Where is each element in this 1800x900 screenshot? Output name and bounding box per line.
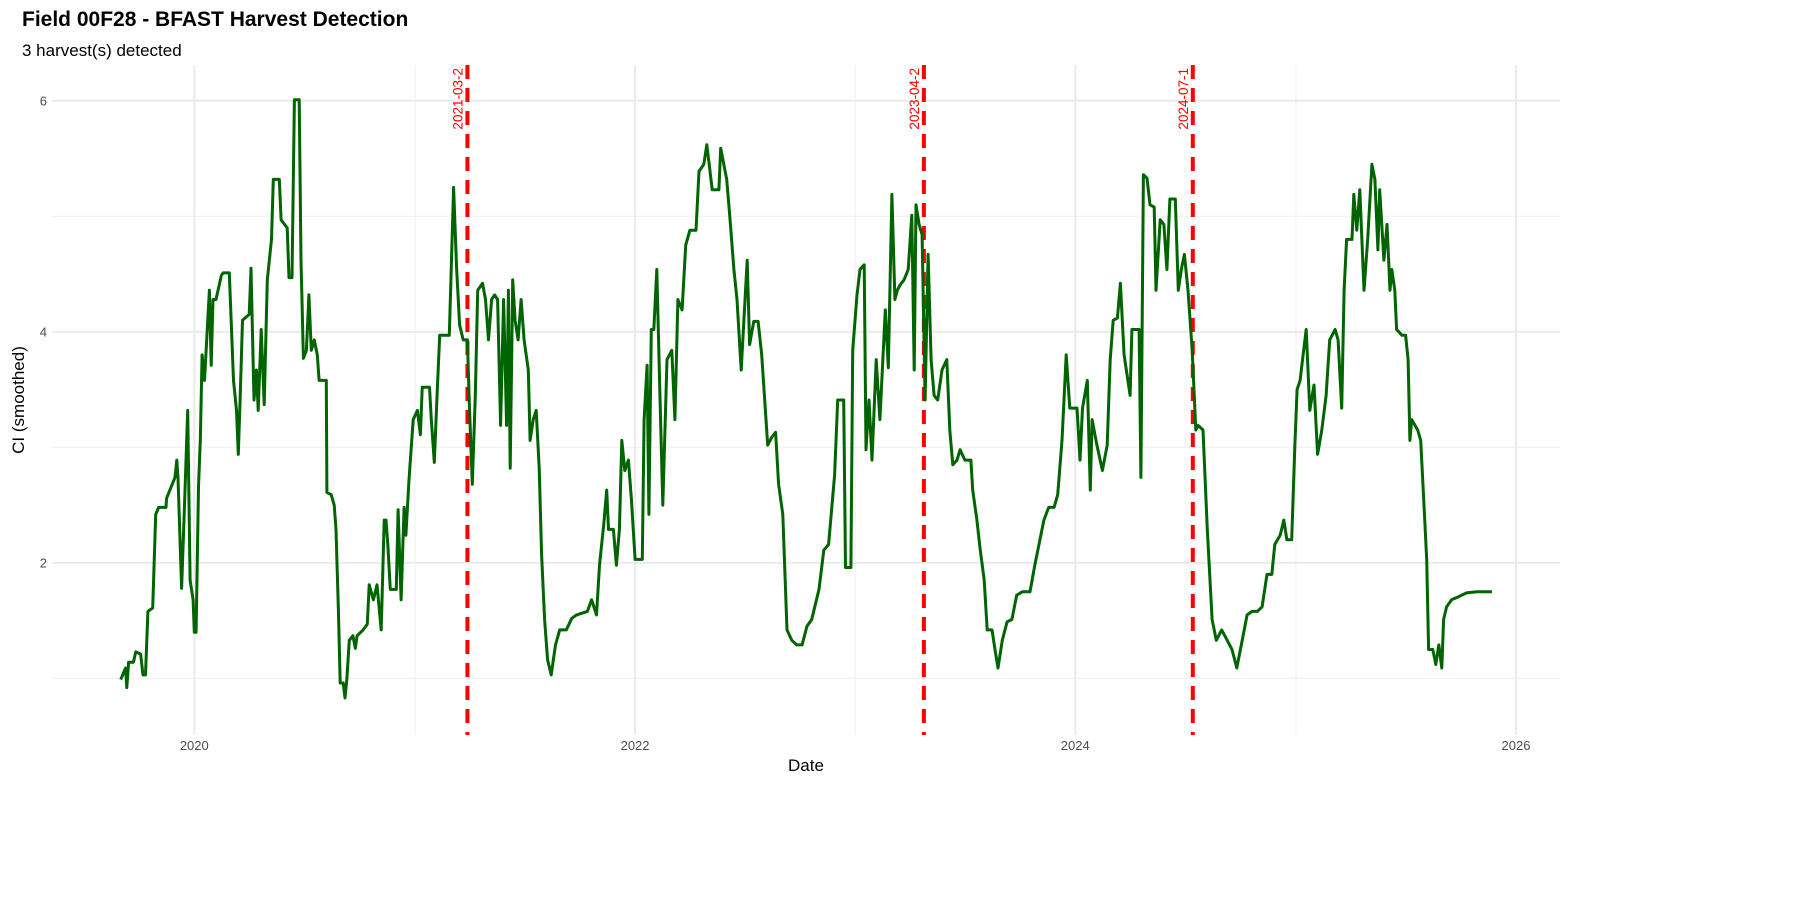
harvest-date-label: 2021-03-2 <box>450 68 465 130</box>
harvest-date-label: 2023-04-2 <box>907 68 922 130</box>
x-axis-title: Date <box>788 756 824 775</box>
x-tick-label: 2022 <box>621 738 650 753</box>
harvest-date-label: 2024-07-1 <box>1176 68 1191 130</box>
grid <box>52 65 1560 735</box>
x-tick-label: 2020 <box>180 738 209 753</box>
y-tick-label: 2 <box>40 555 47 570</box>
x-tick-label: 2026 <box>1502 738 1531 753</box>
y-tick-label: 4 <box>40 324 47 339</box>
y-axis-title: CI (smoothed) <box>9 346 28 454</box>
harvest-lines: 2021-03-2 2023-04-2 2024-07-1 <box>450 65 1195 735</box>
ci-series-line <box>119 98 1492 700</box>
chart-subtitle: 3 harvest(s) detected <box>22 41 182 60</box>
axis-ticks: 2 4 6 2020 2022 2024 2026 <box>40 93 1531 753</box>
x-tick-label: 2024 <box>1061 738 1090 753</box>
y-tick-label: 6 <box>40 93 47 108</box>
chart-title: Field 00F28 - BFAST Harvest Detection <box>22 8 408 31</box>
